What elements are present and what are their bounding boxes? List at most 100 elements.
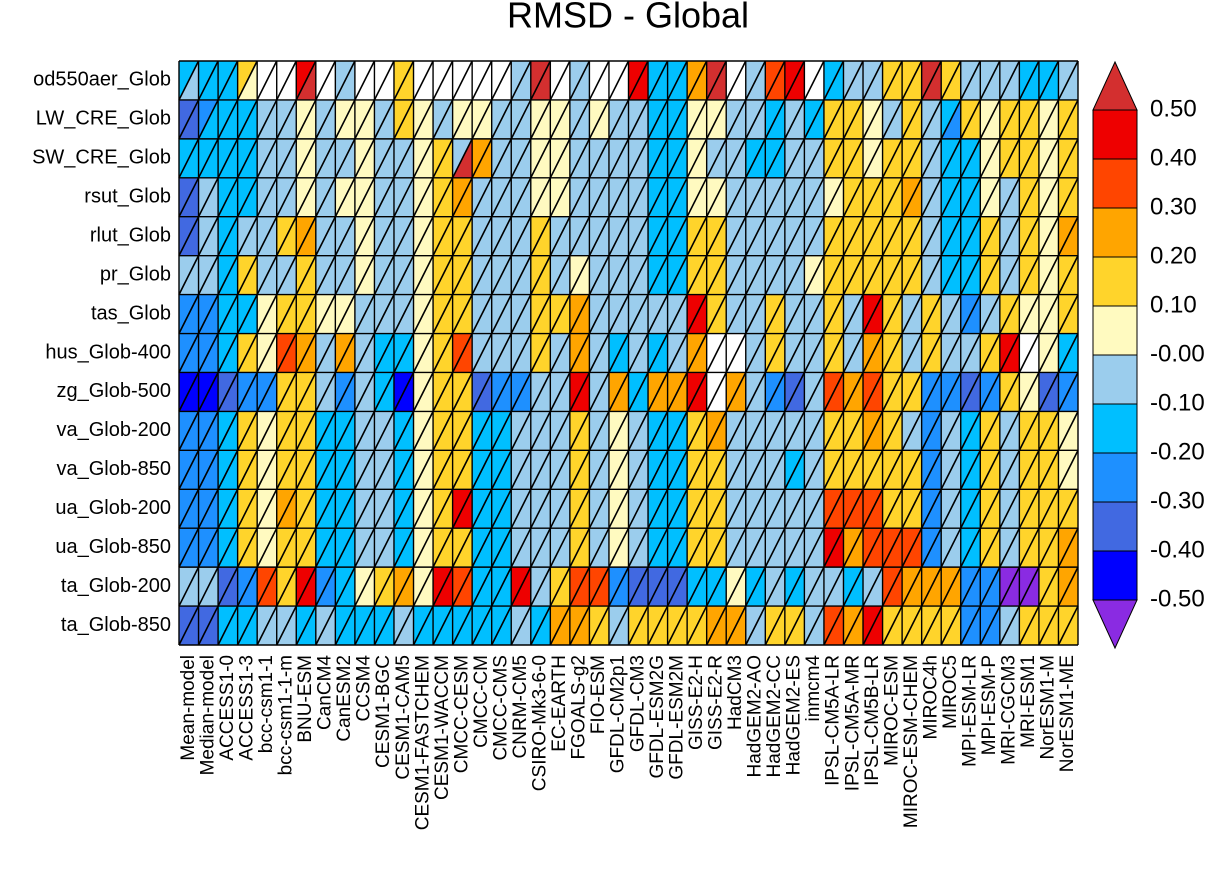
cell-diagonal bbox=[412, 411, 434, 451]
cell-diagonal bbox=[197, 566, 219, 607]
upper-triangle bbox=[1019, 255, 1039, 295]
cell-diagonal bbox=[549, 177, 571, 218]
cell-diagonal bbox=[295, 255, 317, 295]
cell-diagonal bbox=[276, 488, 297, 529]
cell-diagonal bbox=[940, 566, 962, 607]
cell-diagonal bbox=[1038, 60, 1060, 101]
cell-diagonal bbox=[999, 333, 1021, 373]
cell-diagonal bbox=[334, 605, 356, 646]
cell-diagonal bbox=[530, 138, 552, 179]
cell-diagonal bbox=[881, 216, 903, 257]
cell-diagonal bbox=[920, 527, 942, 568]
cell-diagonal bbox=[1018, 99, 1040, 140]
cell-diagonal bbox=[979, 372, 1001, 412]
cell-diagonal bbox=[823, 488, 845, 529]
cell-diagonal bbox=[236, 566, 258, 607]
cell-diagonal bbox=[666, 605, 688, 646]
cell-diagonal bbox=[217, 216, 239, 257]
cell-diagonal bbox=[334, 372, 356, 412]
column-label: BNU-ESM bbox=[295, 655, 316, 743]
cell-diagonal bbox=[412, 294, 434, 334]
cell-diagonal bbox=[490, 411, 512, 451]
cell-diagonal bbox=[764, 177, 786, 218]
lower-triangle bbox=[257, 255, 277, 295]
cell-diagonal bbox=[197, 488, 219, 529]
chart-title: RMSD - Global bbox=[507, 0, 749, 36]
upper-triangle bbox=[1019, 567, 1039, 607]
cell-diagonal bbox=[784, 216, 806, 257]
cell-diagonal bbox=[393, 488, 415, 529]
cell-diagonal bbox=[256, 294, 278, 334]
cell-diagonal bbox=[530, 294, 552, 334]
cell-diagonal bbox=[705, 255, 727, 295]
cell-diagonal bbox=[295, 566, 317, 607]
cell-diagonal bbox=[823, 527, 845, 568]
column-label: CMCC-CMS bbox=[490, 655, 511, 761]
cell-diagonal bbox=[510, 488, 532, 529]
lower-triangle bbox=[393, 255, 414, 295]
cell-diagonal bbox=[745, 99, 767, 140]
cell-diagonal bbox=[315, 138, 337, 179]
cell-diagonal bbox=[393, 99, 415, 140]
cell-diagonal bbox=[197, 605, 219, 646]
cell-diagonal bbox=[569, 138, 591, 179]
cell-diagonal bbox=[608, 177, 630, 218]
cell-diagonal bbox=[705, 527, 727, 568]
cell-diagonal bbox=[530, 605, 552, 646]
cell-diagonal bbox=[823, 177, 845, 218]
cell-diagonal bbox=[881, 255, 903, 295]
cell-diagonal bbox=[569, 372, 591, 412]
cell-diagonal bbox=[588, 449, 610, 490]
cell-diagonal bbox=[510, 333, 532, 373]
cell-diagonal bbox=[784, 294, 806, 334]
cell-diagonal bbox=[236, 177, 258, 218]
cell-diagonal bbox=[784, 333, 806, 373]
cell-diagonal bbox=[256, 333, 278, 373]
cell-diagonal bbox=[666, 449, 688, 490]
cell-diagonal bbox=[1057, 488, 1079, 529]
cell-diagonal bbox=[842, 138, 864, 179]
cell-diagonal bbox=[608, 333, 630, 373]
cell-diagonal bbox=[1057, 138, 1079, 179]
cell-diagonal bbox=[999, 605, 1021, 646]
cell-diagonal bbox=[197, 449, 219, 490]
column-label: MIROC-ESM-CHEM bbox=[901, 655, 922, 828]
cell-diagonal bbox=[920, 138, 942, 179]
cell-diagonal bbox=[451, 60, 473, 101]
column-label: MPI-ESM-P bbox=[979, 655, 1000, 755]
cell-diagonal bbox=[784, 605, 806, 646]
cell-diagonal bbox=[256, 138, 278, 179]
cell-diagonal bbox=[354, 411, 376, 451]
cell-diagonal bbox=[315, 372, 337, 412]
cell-diagonal bbox=[588, 333, 610, 373]
upper-triangle bbox=[1019, 216, 1039, 256]
cell-diagonal bbox=[1057, 449, 1079, 490]
cell-diagonal bbox=[1057, 605, 1079, 646]
row-label: rlut_Glob bbox=[90, 224, 171, 246]
cell-diagonal bbox=[920, 488, 942, 529]
cell-diagonal bbox=[354, 372, 376, 412]
cell-diagonal bbox=[940, 372, 962, 412]
cell-diagonal bbox=[315, 449, 337, 490]
column-label: IPSL-CM5B-LR bbox=[862, 655, 883, 786]
cell-diagonal bbox=[393, 255, 415, 295]
cell-diagonal bbox=[178, 605, 200, 646]
upper-triangle bbox=[1019, 450, 1039, 490]
cell-diagonal bbox=[647, 527, 669, 568]
lower-triangle bbox=[745, 255, 766, 295]
cell-diagonal bbox=[842, 372, 864, 412]
colorbar-label: 0.10 bbox=[1150, 291, 1197, 318]
cell-diagonal bbox=[451, 177, 473, 218]
cell-diagonal bbox=[881, 488, 903, 529]
cell-diagonal bbox=[588, 566, 610, 607]
upper-triangle bbox=[1019, 333, 1039, 373]
cell-diagonal bbox=[940, 449, 962, 490]
cell-diagonal bbox=[451, 527, 473, 568]
cell-diagonal bbox=[510, 449, 532, 490]
cell-diagonal bbox=[236, 255, 258, 295]
cell-diagonal bbox=[686, 372, 708, 412]
cell-diagonal bbox=[256, 411, 278, 451]
cell-diagonal bbox=[256, 99, 278, 140]
cell-diagonal bbox=[412, 488, 434, 529]
row-label: va_Glob-200 bbox=[56, 419, 171, 441]
